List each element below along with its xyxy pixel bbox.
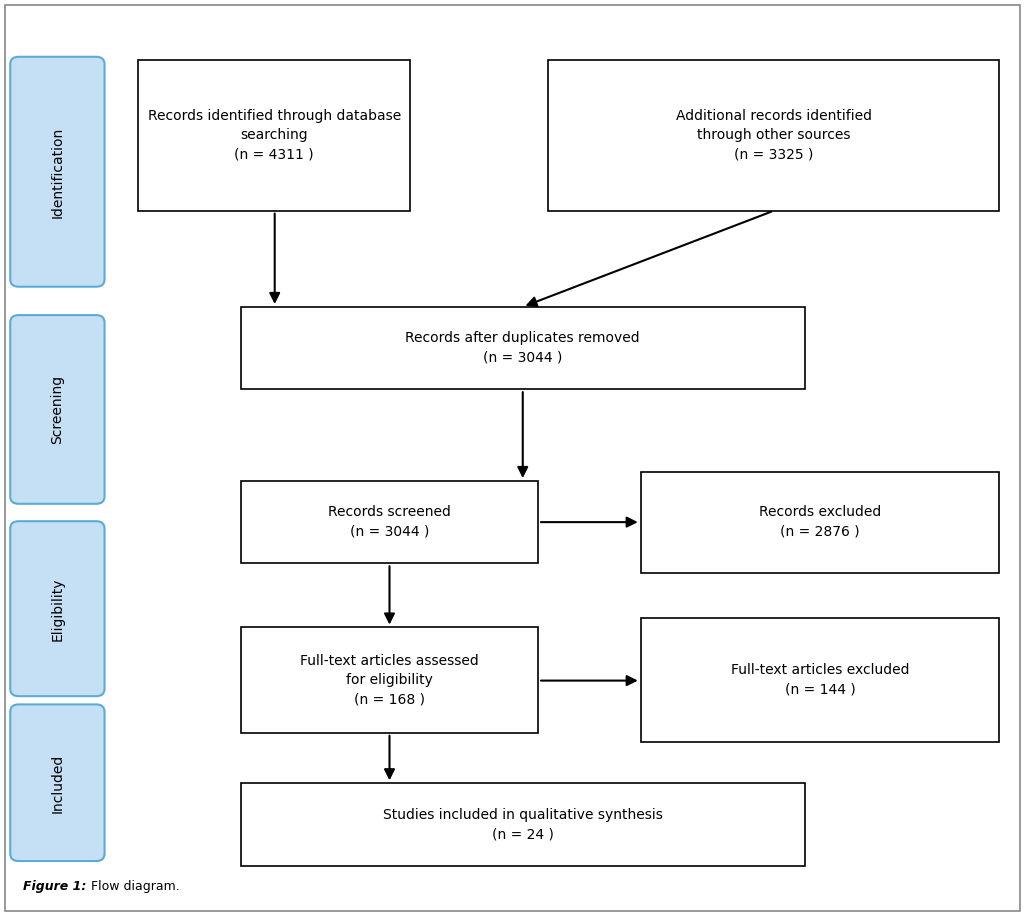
FancyBboxPatch shape <box>10 315 105 504</box>
Bar <box>138 60 410 211</box>
FancyBboxPatch shape <box>10 521 105 696</box>
Text: Full-text articles excluded
(n = 144 ): Full-text articles excluded (n = 144 ) <box>731 663 909 697</box>
FancyBboxPatch shape <box>10 57 105 287</box>
Text: Full-text articles assessed
for eligibility
(n = 168 ): Full-text articles assessed for eligibil… <box>300 654 479 706</box>
Bar <box>241 307 805 389</box>
Text: Figure 1:: Figure 1: <box>23 880 86 893</box>
Bar <box>241 783 805 866</box>
Text: Flow diagram.: Flow diagram. <box>87 880 179 893</box>
Text: Studies included in qualitative synthesis
(n = 24 ): Studies included in qualitative synthesi… <box>382 808 663 841</box>
Text: Records screened
(n = 3044 ): Records screened (n = 3044 ) <box>328 506 451 539</box>
Text: Identification: Identification <box>50 126 65 218</box>
Bar <box>241 481 538 563</box>
Text: Screening: Screening <box>50 375 65 444</box>
Text: Included: Included <box>50 754 65 812</box>
FancyBboxPatch shape <box>10 704 105 861</box>
Bar <box>641 472 999 572</box>
Text: Additional records identified
through other sources
(n = 3325 ): Additional records identified through ot… <box>675 109 872 161</box>
Text: Records identified through database
searching
(n = 4311 ): Records identified through database sear… <box>148 109 401 161</box>
Text: Records excluded
(n = 2876 ): Records excluded (n = 2876 ) <box>758 506 882 539</box>
Bar <box>641 618 999 742</box>
Bar <box>241 627 538 733</box>
Bar <box>548 60 999 211</box>
Text: Records after duplicates removed
(n = 3044 ): Records after duplicates removed (n = 30… <box>406 332 640 365</box>
Text: Eligibility: Eligibility <box>50 577 65 641</box>
